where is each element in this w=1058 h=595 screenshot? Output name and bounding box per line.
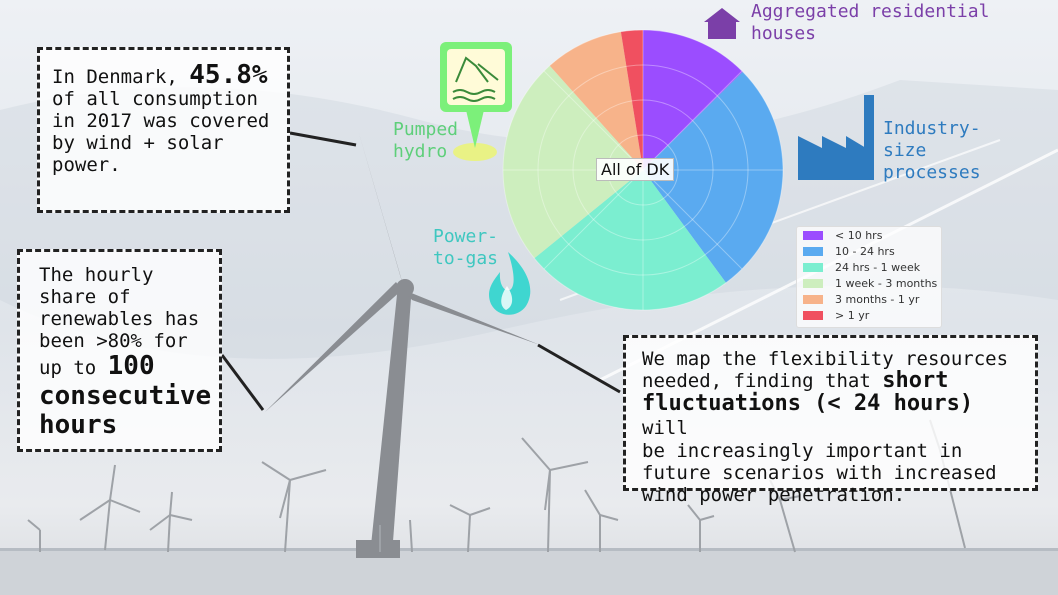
highlight-value: 100 (107, 351, 155, 381)
legend-item: 24 hrs - 1 week (803, 260, 920, 274)
pie-slice-6 (620, 30, 643, 170)
highlight-text: hours (39, 410, 118, 440)
callout-text: up to (39, 357, 108, 379)
legend-label: 10 - 24 hrs (835, 244, 895, 258)
pie-grid (502, 29, 784, 311)
callout-text: renewables has (39, 308, 200, 330)
pumped-hydro-label: Pumped hydro (393, 119, 458, 163)
callout-text: be increasingly important in (642, 440, 963, 462)
pie-center-label: All of DK (596, 158, 675, 181)
residential-label-line: Aggregated residential (751, 1, 990, 22)
pie-slice-1 (643, 30, 743, 170)
highlight-text: consecutive (39, 381, 212, 411)
factory-icon (798, 95, 874, 180)
legend-item: 10 - 24 hrs (803, 244, 895, 258)
power-to-gas-label-line: to-gas (433, 248, 499, 269)
legend-swatch (803, 262, 823, 272)
callout-text: in 2017 was covered (52, 110, 270, 132)
callout-text: In Denmark, (52, 66, 190, 88)
industry-label: Industry- size processes (883, 118, 981, 184)
callout-text: been >80% for (39, 330, 188, 352)
legend-label: 3 months - 1 yr (835, 292, 920, 306)
legend-swatch (803, 310, 823, 320)
power-to-gas-label-line: Power- (433, 226, 499, 247)
callout-text: The hourly (39, 264, 154, 286)
highlight-text: fluctuations (< 24 hours) (642, 391, 974, 416)
legend-swatch (803, 278, 823, 288)
legend-item: 3 months - 1 yr (803, 292, 919, 306)
callout-connectors (220, 131, 621, 411)
legend-item: < 10 hrs (803, 228, 882, 242)
callout-text: future scenarios with increased (642, 462, 997, 484)
callout-text: We map the flexibility resources (642, 348, 1009, 370)
legend-swatch (803, 246, 823, 256)
flexibility-callout: We map the flexibility resources needed,… (623, 335, 1038, 506)
pie-slices (503, 30, 783, 310)
pumped-hydro-label-line: Pumped (393, 119, 459, 140)
callout-text: by wind + solar (52, 132, 224, 154)
power-to-gas-label: Power- to-gas (433, 226, 498, 270)
legend-label: > 1 yr (835, 308, 870, 322)
callout-text: share of (39, 286, 131, 308)
highlight-text: short (882, 368, 949, 393)
flame-icon (489, 252, 531, 315)
pumped-hydro-label-line: hydro (393, 141, 448, 162)
pie-slice-3 (534, 170, 727, 310)
residential-label: Aggregated residential houses (751, 1, 989, 45)
callout-text: of all consumption (52, 88, 258, 110)
chart-legend: < 10 hrs 10 - 24 hrs 24 hrs - 1 week 1 w… (796, 226, 942, 328)
pie-slice-5 (549, 31, 643, 170)
house-icon (704, 8, 740, 39)
callout-text: needed, finding that (642, 370, 883, 392)
residential-label-line: houses (751, 23, 817, 44)
legend-label: 24 hrs - 1 week (835, 260, 921, 274)
callout-text: will (642, 417, 688, 439)
legend-item: > 1 yr (803, 308, 869, 322)
callout-text: power. (52, 154, 121, 176)
main-wind-turbine (265, 130, 540, 558)
industry-label-line: processes (883, 162, 981, 183)
legend-swatch (803, 294, 823, 304)
industry-label-line: Industry- (883, 118, 981, 139)
pie-slice-2 (643, 71, 783, 283)
pumped-hydro-icon (440, 42, 512, 161)
highlight-value: 45.8% (189, 60, 268, 90)
legend-item: 1 week - 3 months (803, 276, 937, 290)
callout-text: wind power penetration. (642, 484, 906, 506)
legend-label: 1 week - 3 months (835, 276, 938, 290)
industry-label-line: size (883, 140, 927, 161)
legend-label: < 10 hrs (835, 228, 883, 242)
denmark-callout: In Denmark, 45.8% of all consumption in … (37, 47, 290, 213)
hourly-renewables-callout: The hourly share of renewables has been … (17, 249, 222, 452)
pie-slice-4 (503, 65, 643, 259)
legend-swatch (803, 230, 823, 240)
